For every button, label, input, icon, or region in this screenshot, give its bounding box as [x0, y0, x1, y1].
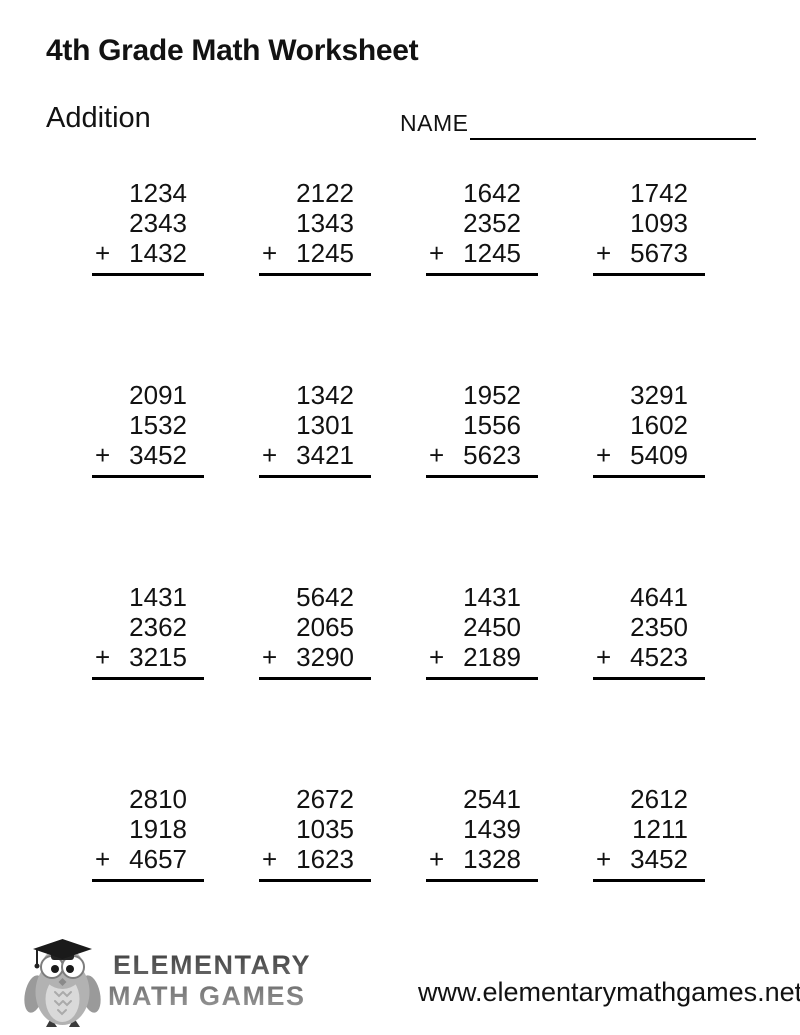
- plus-operator: +: [596, 642, 612, 672]
- owl-graduation-cap-icon: [24, 939, 101, 1027]
- addend: 4657: [129, 844, 187, 874]
- plus-operator: +: [95, 238, 111, 268]
- plus-operator: +: [262, 844, 278, 874]
- plus-operator: +: [429, 844, 445, 874]
- addend: 2672: [296, 784, 354, 814]
- addend: 2350: [630, 612, 688, 642]
- addend: 1556: [463, 410, 521, 440]
- addend: 2065: [296, 612, 354, 642]
- plus-operator: +: [262, 642, 278, 672]
- addend: 2122: [296, 178, 354, 208]
- addend: 4641: [630, 582, 688, 612]
- plus-operator: +: [95, 440, 111, 470]
- addend: 1602: [630, 410, 688, 440]
- addend: 3421: [296, 440, 354, 470]
- addend: 2612: [630, 784, 688, 814]
- section-label: Addition: [46, 102, 151, 134]
- addition-problem: 1342 1301 +3421: [259, 380, 371, 478]
- logo-line1: ELEMENTARY: [113, 950, 312, 980]
- addend: 3291: [630, 380, 688, 410]
- logo-line2: MATH GAMES: [108, 981, 306, 1011]
- addend: 5673: [630, 238, 688, 268]
- name-blank-line: [470, 116, 756, 140]
- addend: 5409: [630, 440, 688, 470]
- plus-operator: +: [262, 238, 278, 268]
- addition-problem: 1234 2343 +1432: [92, 178, 204, 276]
- addend: 1245: [463, 238, 521, 268]
- addend: 3452: [129, 440, 187, 470]
- addend: 2362: [129, 612, 187, 642]
- addend: 2189: [463, 642, 521, 672]
- logo-wordmark: ELEMENTARY MATH GAMES: [108, 950, 311, 1012]
- plus-operator: +: [596, 238, 612, 268]
- addend: 1623: [296, 844, 354, 874]
- addition-problem: 1431 2450 +2189: [426, 582, 538, 680]
- addend: 4523: [630, 642, 688, 672]
- addend: 2352: [463, 208, 521, 238]
- addend: 1439: [463, 814, 521, 844]
- addend: 3452: [630, 844, 688, 874]
- plus-operator: +: [596, 844, 612, 874]
- addend: 5623: [463, 440, 521, 470]
- addition-problem: 3291 1602 +5409: [593, 380, 705, 478]
- addend: 1301: [296, 410, 354, 440]
- plus-operator: +: [429, 238, 445, 268]
- addend: 2343: [129, 208, 187, 238]
- plus-operator: +: [429, 440, 445, 470]
- addend: 3290: [296, 642, 354, 672]
- addition-problem: 2612 1211 +3452: [593, 784, 705, 882]
- addend: 1918: [129, 814, 187, 844]
- addend: 1342: [296, 380, 354, 410]
- addition-problem: 1742 1093 +5673: [593, 178, 705, 276]
- addition-problem: 2810 1918 +4657: [92, 784, 204, 882]
- addend: 2541: [463, 784, 521, 814]
- addition-problem: 2122 1343 +1245: [259, 178, 371, 276]
- page-title: 4th Grade Math Worksheet: [46, 34, 419, 67]
- addend: 1952: [463, 380, 521, 410]
- addition-problem: 1952 1556 +5623: [426, 380, 538, 478]
- addend: 1742: [630, 178, 688, 208]
- addend: 1211: [632, 814, 688, 844]
- addend: 2091: [129, 380, 187, 410]
- addend: 1431: [129, 582, 187, 612]
- plus-operator: +: [262, 440, 278, 470]
- plus-operator: +: [429, 642, 445, 672]
- addition-problem: 2541 1439 +1328: [426, 784, 538, 882]
- addition-problem: 2672 1035 +1623: [259, 784, 371, 882]
- addend: 1234: [129, 178, 187, 208]
- name-label: NAME: [400, 110, 469, 136]
- addend: 1431: [463, 582, 521, 612]
- addend: 3215: [129, 642, 187, 672]
- addend: 1432: [129, 238, 187, 268]
- addend: 2450: [463, 612, 521, 642]
- problems-grid: 1234 2343 +1432 2122 1343 +1245 1642 235…: [92, 178, 705, 882]
- addition-problem: 1642 2352 +1245: [426, 178, 538, 276]
- addend: 1532: [129, 410, 187, 440]
- addend: 1328: [463, 844, 521, 874]
- plus-operator: +: [95, 844, 111, 874]
- website-url: www.elementarymathgames.net: [418, 977, 800, 1007]
- addition-problem: 1431 2362 +3215: [92, 582, 204, 680]
- addend: 1245: [296, 238, 354, 268]
- addend: 1035: [296, 814, 354, 844]
- addition-problem: 2091 1532 +3452: [92, 380, 204, 478]
- plus-operator: +: [95, 642, 111, 672]
- plus-operator: +: [596, 440, 612, 470]
- addition-problem: 5642 2065 +3290: [259, 582, 371, 680]
- addend: 1343: [296, 208, 354, 238]
- addend: 5642: [296, 582, 354, 612]
- addition-problem: 4641 2350 +4523: [593, 582, 705, 680]
- addend: 1093: [630, 208, 688, 238]
- addend: 1642: [463, 178, 521, 208]
- addend: 2810: [129, 784, 187, 814]
